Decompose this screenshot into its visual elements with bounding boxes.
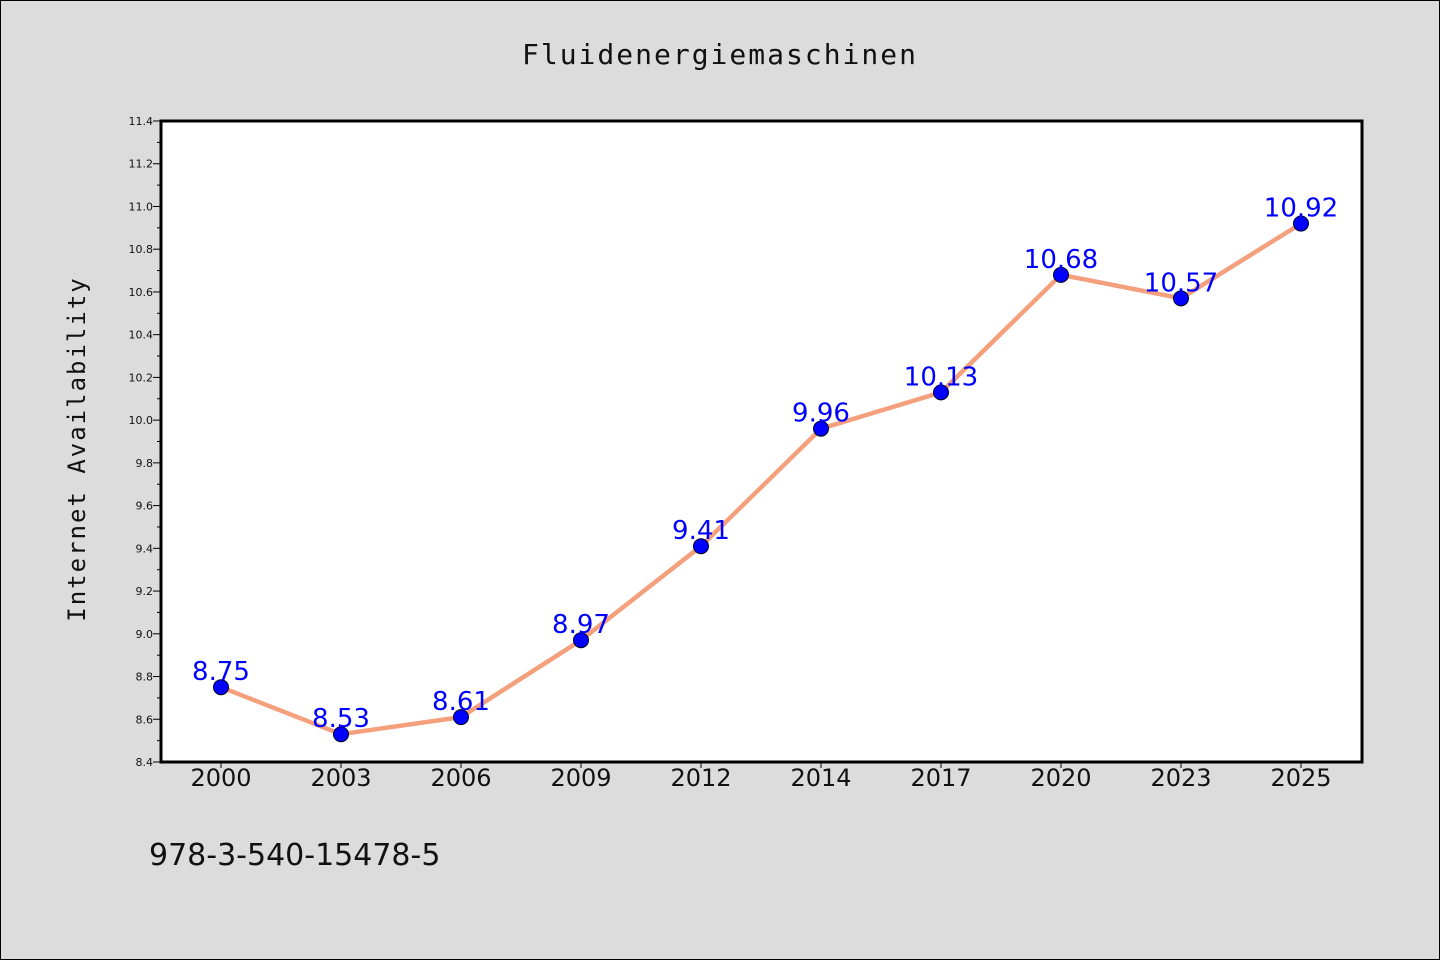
y-tick-label: 9.0 [136,628,154,641]
y-tick-label: 11.2 [129,158,154,171]
x-axis: 2000 2003 2006 2009 2012 2014 2017 2020 2023 2025 [190,762,1332,792]
data-label: 10.57 [1144,268,1218,298]
y-tick-label: 9.2 [136,585,154,598]
y-tick-label: 10.2 [129,371,154,384]
y-tick-label: 10.0 [129,414,154,427]
data-point [1293,215,1309,232]
series-line [218,221,1304,737]
data-point [333,726,349,743]
x-tick-label: 2009 [550,764,611,792]
data-label: 8.61 [432,687,490,717]
data-point [813,420,829,437]
series-layer [213,215,1309,743]
x-tick-label: 2003 [310,764,371,792]
chart-title: Fluidenergiemaschinen [522,38,918,71]
isbn-annotation: 978-3-540-15478-5 [149,838,440,873]
data-point [693,538,709,555]
data-point [933,384,949,401]
x-tick-label: 2023 [1150,764,1211,792]
y-tick-label: 9.8 [136,457,154,470]
data-label: 10.68 [1024,245,1098,275]
data-label: 10.13 [904,362,978,392]
x-tick-label: 2012 [670,764,731,792]
data-label: 8.53 [312,704,370,734]
data-label: 8.75 [192,657,250,687]
y-tick-label: 9.4 [136,542,154,555]
data-label-layer: 8.75 8.53 8.61 8.97 9.41 9.96 10.13 10.68 10.57 1… [192,194,1338,735]
x-tick-label: 2014 [790,764,851,792]
y-tick-label: 8.6 [136,713,154,726]
data-point [1173,290,1189,307]
data-point [453,709,469,726]
y-tick-label: 11.4 [129,115,154,128]
data-point [573,632,589,649]
plot-area [159,119,1364,764]
y-tick-label: 10.4 [129,329,154,342]
y-axis: 8.4 8.6 8.8 9.0 9.2 9.4 9.6 9.8 10.0 10.2 10.4 10.6… [129,115,161,769]
data-label: 9.41 [672,516,730,546]
y-tick-label: 9.6 [136,500,154,513]
x-tick-label: 2020 [1030,764,1091,792]
data-label: 10.92 [1264,194,1338,224]
y-tick-label: 10.6 [129,286,154,299]
data-label: 9.96 [792,399,850,429]
data-point [1053,266,1069,283]
y-tick-label: 11.0 [129,200,154,213]
x-tick-label: 2000 [190,764,251,792]
x-tick-label: 2006 [430,764,491,792]
x-tick-label: 2017 [910,764,971,792]
data-point [213,679,229,696]
y-tick-label: 8.4 [136,756,154,769]
y-tick-label: 8.8 [136,671,154,684]
y-tick-label: 10.8 [129,243,154,256]
y-axis-label: Internet Availability [63,276,91,621]
x-tick-label: 2025 [1270,764,1331,792]
data-label: 8.97 [552,610,610,640]
